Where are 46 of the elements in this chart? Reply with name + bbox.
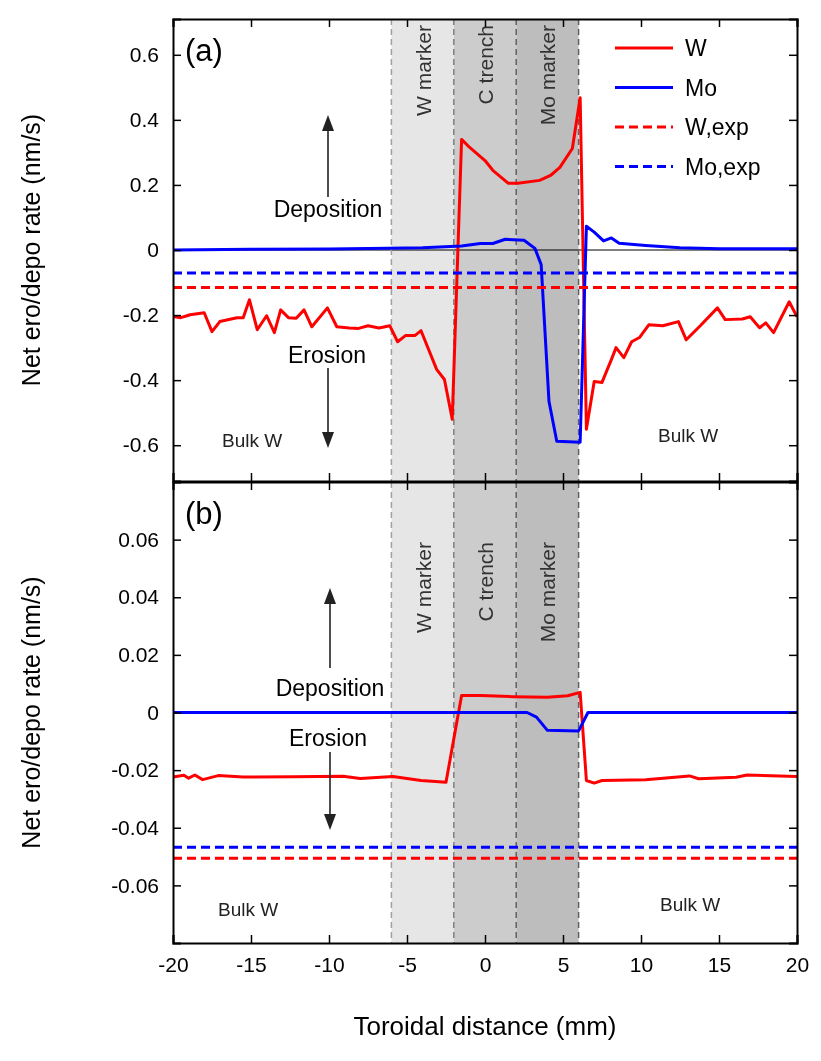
- x-tick-label: -5: [398, 952, 417, 976]
- y-tick-label: -0.4: [122, 368, 160, 392]
- annotation: Bulk W: [658, 425, 719, 446]
- y-tick-label: 0.06: [118, 527, 159, 551]
- band-label: W marker: [411, 542, 435, 633]
- annotation: Bulk W: [218, 899, 279, 920]
- legend-label: W,exp: [685, 114, 749, 140]
- x-tick-label: 5: [557, 952, 570, 976]
- text: (a): [185, 33, 223, 68]
- y-tick-label: 0.04: [118, 585, 160, 609]
- y-tick-label: 0: [147, 238, 159, 262]
- annotation: Deposition: [275, 675, 385, 701]
- band-label: C trench: [474, 25, 497, 105]
- y-tick-label: -0.6: [122, 433, 159, 457]
- band-label: C trench: [474, 542, 497, 622]
- y-axis-title: Net ero/depo rate (nm/s): [17, 113, 45, 387]
- chart-title: (b): [185, 496, 223, 531]
- legend-label: Mo: [685, 74, 717, 101]
- band-label: W marker: [411, 25, 435, 116]
- band-label: Mo marker: [536, 542, 560, 643]
- x-tick-label: 0: [479, 952, 492, 976]
- y-tick-label: -0.2: [122, 303, 159, 327]
- x-tick-label: 15: [707, 952, 732, 976]
- y-tick-label: 0.4: [129, 108, 160, 132]
- x-tick-label: -10: [314, 952, 345, 976]
- x-tick-label: -20: [158, 952, 189, 976]
- x-tick-label: 10: [629, 952, 654, 976]
- annotation: Erosion: [289, 725, 367, 751]
- y-tick-label: 0.2: [129, 173, 159, 197]
- y-tick-label: -0.06: [111, 873, 159, 897]
- y-axis-title: Net ero/depo rate (nm/s): [17, 576, 45, 849]
- y-tick-label: 0.6: [129, 43, 159, 67]
- annotation: Deposition: [273, 196, 383, 222]
- band-label: Mo marker: [536, 25, 560, 126]
- legend-label: Mo,exp: [685, 153, 761, 180]
- x-axis-title: Toroidal distance (mm): [353, 1011, 617, 1041]
- annotation: Bulk W: [660, 894, 721, 915]
- annotation: Bulk W: [222, 430, 283, 451]
- x-tick-label: 20: [785, 952, 810, 976]
- y-tick-label: 0: [147, 700, 159, 724]
- legend-label: W: [685, 35, 707, 61]
- y-tick-label: 0.02: [118, 643, 159, 667]
- y-tick-label: -0.04: [111, 815, 160, 839]
- annotation: Erosion: [288, 342, 366, 368]
- x-tick-label: -15: [236, 952, 267, 976]
- y-tick-label: -0.02: [111, 758, 159, 782]
